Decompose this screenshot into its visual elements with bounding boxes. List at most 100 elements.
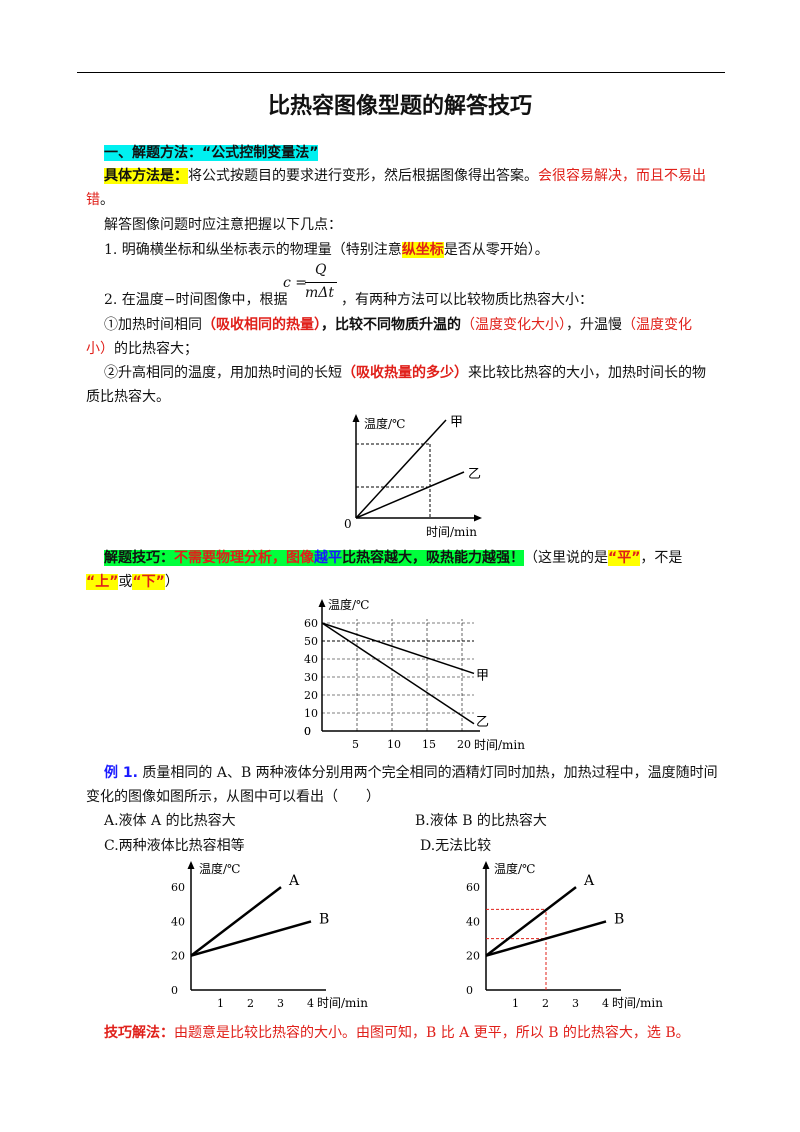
- way-1-e: ，升温慢: [566, 317, 622, 333]
- section-heading: 一、解题方法：“公式控制变量法”: [104, 143, 319, 163]
- example-label: 例 1.: [104, 765, 138, 781]
- option-c: C.两种液体比热容相等: [104, 838, 245, 854]
- chart-temp-time-schematic: 温度/℃ 时间/min 0 甲乙: [344, 414, 482, 539]
- y-axis-label: 温度/℃: [328, 597, 369, 612]
- series-line-yi: [355, 471, 465, 519]
- tip-c: 越平: [314, 550, 342, 566]
- way-1-c: ，比较不同物质升温的: [321, 317, 461, 333]
- way-1-d: （温度变化大小）: [461, 317, 566, 333]
- tip-b: 不需要物理分析，图像: [174, 550, 314, 566]
- formula-c: c = Q mΔt: [283, 262, 343, 306]
- method-red-text: 会很容易解决，而且不易出: [538, 168, 706, 184]
- tip-i: 或: [118, 574, 133, 590]
- point-1-post: 是否从零开始）。: [443, 242, 549, 258]
- y-axis-label: 温度/℃: [494, 861, 535, 876]
- y-tick-label: 40: [304, 653, 318, 666]
- series-label: A: [583, 873, 595, 889]
- tip-k: ）: [164, 574, 179, 590]
- section-heading-text: 一、解题方法：“公式控制变量法”: [104, 145, 319, 161]
- way-2-cont: 质比热容大。: [86, 389, 170, 405]
- series-line: [321, 622, 475, 725]
- y-axis-arrow: [318, 599, 326, 607]
- way-2-a: ②升高相同的温度，用加热时间的长短: [104, 365, 342, 381]
- x-tick-label: 20: [457, 738, 471, 751]
- way-1-cont: 小）的比热容大；: [86, 339, 198, 359]
- y-tick-label: 20: [171, 950, 185, 963]
- solution-text: 由题意是比较比热容的大小。由图可知，B 比 A 更平，所以 B 的比热容大，选 …: [174, 1025, 690, 1041]
- x-tick-label: 4: [602, 997, 609, 1010]
- series-label-yi: 乙: [468, 467, 481, 482]
- point-2-pre: 2. 在温度−时间图像中，根据: [104, 292, 288, 308]
- formula-lhs: c =: [283, 275, 308, 291]
- series-line: [321, 622, 475, 675]
- method-red-text-2: 错: [86, 192, 100, 208]
- y-axis-arrow: [482, 861, 490, 869]
- x-tick-label: 1: [512, 997, 519, 1010]
- y-tick-label: 20: [304, 689, 318, 702]
- tip-e: （这里说的是: [524, 550, 608, 566]
- series-line: [485, 920, 607, 957]
- y-tick-label: 40: [171, 915, 185, 928]
- x-tick-label: 4: [307, 997, 314, 1010]
- page-title: 比热容图像型题的解答技巧: [267, 94, 532, 119]
- chart-example-a-b-reference: 温度/℃ 时间/min 0 20 40 60 1 2 3 4 A B: [466, 861, 663, 1010]
- y-tick-label: 60: [466, 881, 480, 894]
- y-tick-label: 60: [304, 617, 318, 630]
- y-tick-label: 0: [171, 984, 178, 997]
- series-label: A: [288, 873, 300, 889]
- tip-line: 解题技巧：不需要物理分析，图像越平比热容越大，吸热能力越强！（这里说的是“平”，…: [104, 548, 682, 568]
- chart-example-a-b: 温度/℃ 时间/min 0 20 40 60 1 2 3 4 A B: [171, 861, 368, 1010]
- method-line-cont: 错。: [86, 190, 114, 210]
- y-axis-arrow: [187, 861, 195, 869]
- method-label: 具体方法是：: [104, 168, 188, 184]
- example-text-1: 质量相同的 A、B 两种液体分别用两个完全相同的酒精灯同时加热，加热过程中，温度…: [137, 765, 718, 781]
- point-2-post: ，有两种方法可以比较物质比热容大小：: [341, 292, 593, 308]
- series-label: B: [614, 911, 624, 927]
- x-axis-label: 时间/min: [426, 525, 477, 539]
- series-line: [485, 886, 577, 957]
- series-line: [190, 920, 312, 957]
- y-axis-arrow: [352, 414, 360, 422]
- way-1-f: （温度变化: [622, 317, 692, 333]
- example-line-1: 例 1. 质量相同的 A、B 两种液体分别用两个完全相同的酒精灯同时加热，加热过…: [104, 763, 718, 783]
- x-tick-label: 3: [277, 997, 284, 1010]
- tip-h: “上”: [86, 574, 119, 590]
- tip-highlight: 解题技巧：不需要物理分析，图像越平比热容越大，吸热能力越强！: [104, 550, 524, 566]
- way-1-g: 小）: [86, 341, 114, 357]
- example-line-2: 变化的图像如图所示，从图中可以看出（ ）: [86, 789, 380, 805]
- y-tick-label: 0: [304, 725, 311, 738]
- x-tick-label: 5: [352, 738, 359, 751]
- tip-d: 比热容越大，吸热能力越强！: [342, 550, 524, 566]
- y-tick-label: 60: [171, 881, 185, 894]
- y-tick-label: 30: [304, 671, 318, 684]
- tip-f: “平”: [608, 550, 641, 566]
- x-axis-label: 时间/min: [612, 996, 663, 1010]
- formula-numerator: Q: [315, 262, 327, 278]
- option-b: B.液体 B 的比热容大: [415, 813, 547, 829]
- point-1-pre: 1. 明确横坐标和纵坐标表示的物理量（特别注意: [104, 242, 402, 258]
- x-axis-label: 时间/min: [317, 996, 368, 1010]
- x-tick-label: 10: [387, 738, 401, 751]
- way-1-h: 的比热容大；: [114, 341, 198, 357]
- series-line-jia: [355, 419, 447, 519]
- note-intro: 解答图像问题时应注意把握以下几点：: [104, 217, 342, 233]
- way-2: ②升高相同的温度，用加热时间的长短（吸收热量的多少）来比较比热容的大小，加热时间…: [104, 363, 706, 383]
- y-tick-label: 0: [466, 984, 473, 997]
- way-2-c: 来比较比热容的大小，加热时间长的物: [468, 365, 706, 381]
- method-line: 具体方法是：将公式按题目的要求进行变形，然后根据图像得出答案。会很容易解决，而且…: [104, 166, 706, 186]
- tip-j: “下”: [132, 574, 165, 590]
- method-end: 。: [100, 192, 114, 208]
- x-axis-arrow: [474, 514, 482, 522]
- solution-label: 技巧解法：: [104, 1025, 174, 1041]
- point-1: 1. 明确横坐标和纵坐标表示的物理量（特别注意纵坐标是否从零开始）。: [104, 240, 549, 260]
- x-tick-label: 15: [422, 738, 436, 751]
- x-tick-label: 1: [217, 997, 224, 1010]
- origin-label: 0: [304, 725, 311, 738]
- point-1-highlight: 纵坐标: [401, 242, 444, 258]
- header-rule: [77, 72, 725, 73]
- y-tick-label: 40: [466, 915, 480, 928]
- option-d: D.无法比较: [420, 838, 492, 854]
- way-1-b: （吸收相同的热量）: [202, 317, 321, 333]
- option-a: A.液体 A 的比热容大: [104, 813, 236, 829]
